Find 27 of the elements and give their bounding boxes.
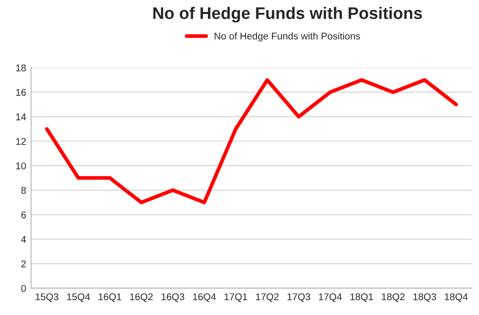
x-tick-label: 18Q3 [413, 293, 436, 302]
x-tick-label: 17Q3 [288, 293, 310, 302]
y-tick-label: 16 [16, 88, 26, 96]
legend-label: No of Hedge Funds with Positions [214, 32, 360, 42]
y-tick-label: 4 [21, 236, 26, 243]
y-tick-label: 0 [21, 284, 26, 292]
y-tick-label: 14 [16, 114, 26, 120]
x-tick-label: 18Q1 [350, 293, 374, 302]
x-tick-label: 15Q3 [36, 293, 58, 302]
x-tick-label: 16Q1 [98, 293, 122, 302]
y-tick-label: 10 [16, 162, 26, 170]
x-tick-label: 17Q2 [256, 293, 279, 302]
y-tick-label: 6 [21, 211, 26, 218]
x-tick-label: 18Q2 [382, 293, 405, 302]
x-tick-label: 16Q3 [162, 293, 184, 302]
x-tick-label: 18Q4 [444, 293, 468, 302]
y-tick-label: 12 [16, 138, 26, 145]
x-tick-label: 16Q4 [193, 293, 216, 302]
y-tick-label: 18 [16, 64, 26, 72]
line-series [45, 78, 458, 204]
y-tick-label: 2 [21, 260, 26, 268]
x-tick-label: 17Q1 [224, 293, 248, 302]
x-tick-label: 15Q4 [67, 293, 90, 302]
x-tick-label: 16Q2 [130, 293, 153, 302]
chart-title: No of Hedge Funds with Positions [153, 6, 422, 22]
x-tick-label: 17Q4 [319, 293, 342, 302]
y-tick-label: 8 [21, 186, 26, 194]
